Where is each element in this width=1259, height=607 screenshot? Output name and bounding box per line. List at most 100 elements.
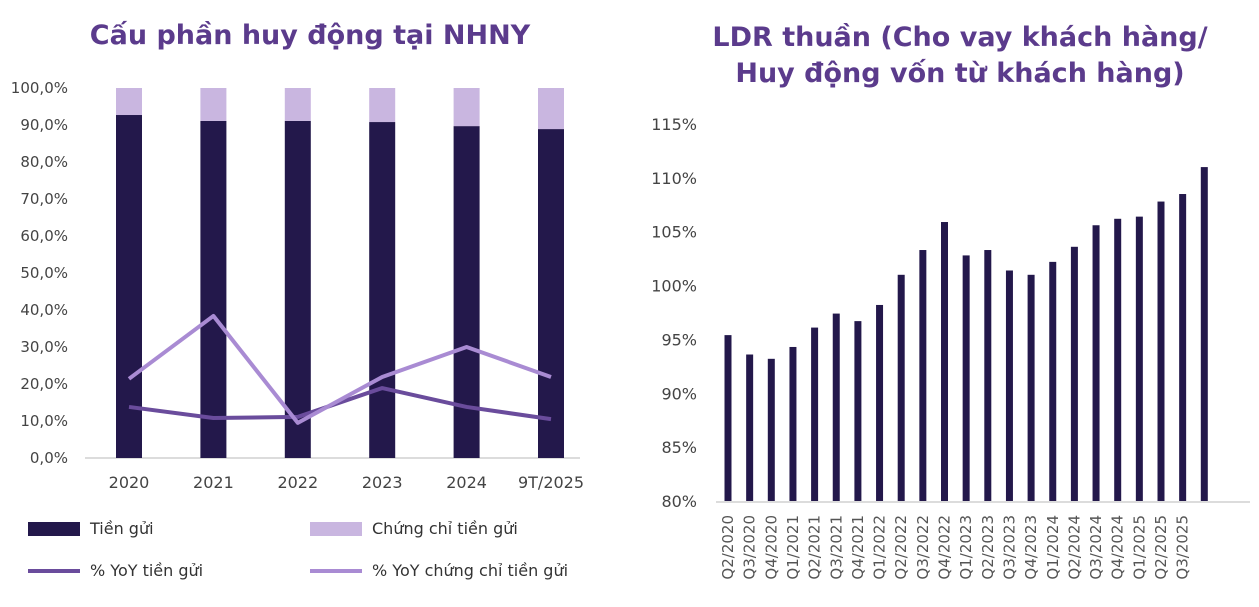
legend-label: % YoY chứng chỉ tiền gửi [372, 561, 569, 580]
y-tick-label: 10,0% [20, 412, 68, 430]
bar-chung-chi [116, 88, 142, 116]
line-yoy-cctg [127, 313, 552, 425]
ldr-bar [1092, 225, 1100, 501]
ldr-bar [897, 274, 905, 501]
ldr-bar [919, 250, 927, 501]
legend-swatch [28, 521, 80, 536]
x-tick-label: Q3/2024 [1087, 515, 1105, 580]
y-tick-label: 80,0% [20, 153, 68, 171]
ldr-bar [811, 327, 819, 501]
bar-tien-gui [116, 115, 142, 458]
right-title-line-2: Huy động vốn từ khách hàng) [735, 58, 1185, 89]
y-tick-label: 110% [651, 169, 697, 188]
y-tick-label: 100% [651, 277, 697, 296]
x-tick-label: 2021 [193, 473, 234, 492]
legend-label: Chứng chỉ tiền gửi [372, 519, 518, 538]
ldr-bar [854, 321, 862, 501]
legend-swatch [310, 568, 362, 573]
bar-chung-chi [453, 88, 480, 127]
line-yoy-tien-gui [128, 386, 552, 422]
ldr-bar [746, 354, 754, 501]
x-tick-label: Q1/2021 [784, 515, 802, 580]
x-tick-label: Q4/2023 [1022, 515, 1040, 580]
x-tick-label: Q1/2023 [957, 515, 975, 580]
ldr-bar [767, 358, 775, 501]
right-title-line-1: LDR thuần (Cho vay khách hàng/ [712, 22, 1208, 53]
x-tick-label: Q3/2023 [1000, 515, 1018, 580]
y-tick-label: 90,0% [20, 116, 68, 134]
ldr-bar [1157, 201, 1165, 501]
y-tick-label: 20,0% [20, 375, 68, 393]
ldr-bar [1179, 194, 1187, 501]
x-tick-label: Q1/2024 [1044, 515, 1062, 580]
legend-label: Tiền gửi [90, 519, 154, 538]
legend-swatch [310, 521, 362, 536]
y-tick-label: 50,0% [20, 264, 68, 282]
bar-chung-chi [369, 88, 396, 123]
ldr-bar [1005, 270, 1013, 501]
bar-tien-gui [369, 122, 396, 458]
x-tick-label: Q3/2021 [827, 515, 845, 580]
x-tick-label: Q2/2021 [806, 515, 824, 580]
left-chart-title: Cấu phần huy động tại NHNY [89, 20, 531, 51]
bar-chung-chi [200, 88, 227, 121]
y-tick-label: 85% [661, 438, 697, 457]
x-tick-label: Q3/2025 [1174, 515, 1192, 580]
x-tick-label: Q2/2022 [892, 515, 910, 580]
x-tick-label: 2023 [362, 473, 403, 492]
y-tick-label: 70,0% [20, 190, 68, 208]
x-tick-label: 2024 [446, 473, 487, 492]
ldr-bar [941, 222, 948, 501]
y-tick-label: 90% [661, 384, 697, 403]
bar-tien-gui [200, 120, 227, 459]
ldr-bar [724, 335, 732, 501]
x-tick-label: Q2/2025 [1152, 515, 1170, 580]
bar-tien-gui [453, 126, 480, 459]
x-tick-label: Q3/2020 [741, 515, 759, 580]
ldr-bar [789, 346, 797, 501]
x-tick-label: Q4/2024 [1109, 515, 1127, 580]
ldr-bar [1135, 216, 1143, 502]
ldr-bar [962, 255, 970, 501]
x-tick-label: Q4/2020 [762, 515, 780, 580]
x-tick-label: 2022 [277, 473, 318, 492]
legend-item-cctg: Chứng chỉ tiền gửi [310, 519, 518, 538]
x-tick-label: Q2/2023 [979, 515, 997, 580]
right-chart-title: LDR thuần (Cho vay khách hàng/ Huy động … [660, 20, 1259, 92]
ldr-bar [1200, 167, 1208, 502]
bar-chung-chi [284, 88, 311, 121]
bar-tien-gui [284, 120, 311, 459]
x-tick-label: Q4/2022 [936, 515, 954, 580]
legend-label: % YoY tiền gửi [90, 561, 204, 580]
ldr-bar [1070, 246, 1078, 501]
bar-tien-gui [538, 129, 564, 458]
legend-item-yoy-cctg: % YoY chứng chỉ tiền gửi [310, 561, 568, 580]
y-tick-label: 100,0% [11, 79, 68, 97]
x-tick-label: Q2/2020 [719, 515, 737, 580]
y-tick-label: 60,0% [20, 227, 68, 245]
y-tick-label: 40,0% [20, 301, 68, 319]
ldr-bar [1049, 261, 1057, 501]
ldr-bar [832, 313, 840, 501]
y-tick-label: 30,0% [20, 338, 68, 356]
ldr-bar [1027, 274, 1035, 501]
y-tick-label: 115% [651, 115, 697, 134]
legend-swatch [28, 568, 80, 573]
legend-item-tien-gui: Tiền gửi [28, 519, 154, 538]
ldr-bar [984, 250, 992, 501]
x-tick-label: Q1/2025 [1130, 515, 1148, 580]
x-tick-label: Q2/2024 [1065, 515, 1083, 580]
x-tick-label: Q4/2021 [849, 515, 867, 580]
y-tick-label: 105% [651, 223, 697, 242]
y-tick-label: 80% [661, 492, 697, 511]
x-tick-label: 2020 [109, 473, 150, 492]
y-tick-label: 0,0% [30, 449, 68, 467]
x-tick-label: Q3/2022 [914, 515, 932, 580]
ldr-bar [876, 304, 884, 501]
bar-chung-chi [538, 88, 564, 130]
ldr-bar [1114, 218, 1122, 501]
legend-item-yoy-tien-gui: % YoY tiền gửi [28, 561, 203, 580]
y-tick-label: 95% [661, 330, 697, 349]
x-tick-label: Q1/2022 [871, 515, 889, 580]
